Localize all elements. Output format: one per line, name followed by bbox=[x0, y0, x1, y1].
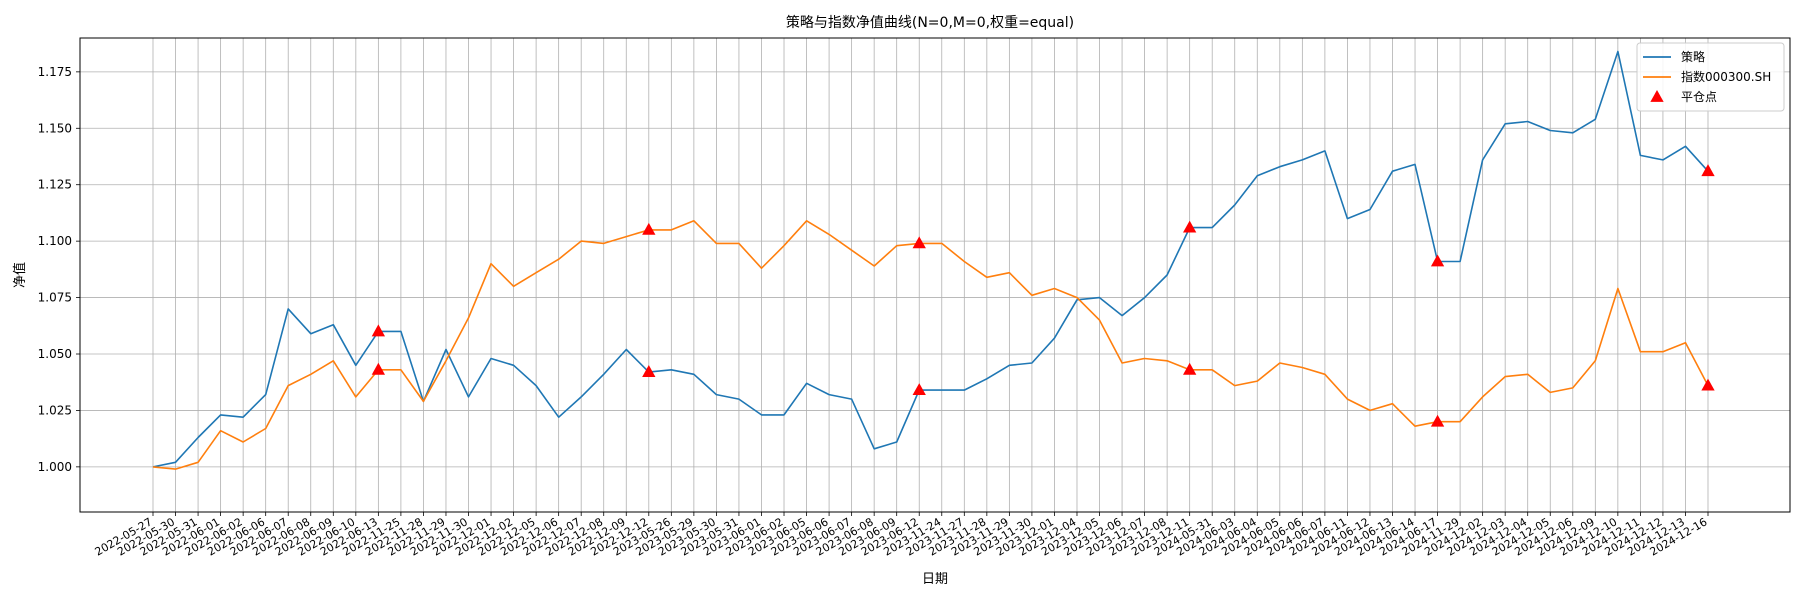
close-marker bbox=[1430, 254, 1445, 267]
y-axis-label: 净值 bbox=[12, 262, 28, 288]
y-tick-label: 1.025 bbox=[38, 403, 72, 417]
x-axis-label: 日期 bbox=[922, 572, 948, 587]
legend-label: 平仓点 bbox=[1681, 90, 1717, 104]
y-tick-label: 1.075 bbox=[38, 291, 72, 305]
close-marker bbox=[642, 222, 656, 235]
legend-box bbox=[1636, 42, 1785, 112]
close-marker bbox=[371, 362, 386, 375]
series-line-1 bbox=[152, 220, 1709, 470]
grid bbox=[80, 38, 1790, 512]
close-marker bbox=[1701, 378, 1715, 391]
x-axis-ticks: 2022-05-272022-05-302022-05-312022-06-01… bbox=[93, 512, 1710, 559]
close-marker bbox=[642, 365, 656, 377]
series-lines bbox=[152, 50, 1709, 470]
y-tick-label: 1.125 bbox=[38, 178, 72, 192]
series-line-0 bbox=[152, 50, 1709, 468]
close-marker bbox=[912, 236, 926, 249]
plot-frame bbox=[79, 37, 1791, 513]
legend-label: 策略 bbox=[1681, 49, 1705, 64]
y-tick-label: 1.000 bbox=[38, 460, 72, 474]
y-tick-label: 1.150 bbox=[38, 121, 72, 135]
legend-marker-swatch bbox=[1650, 90, 1664, 102]
close-markers bbox=[371, 164, 1715, 427]
close-marker bbox=[371, 324, 386, 337]
close-marker bbox=[912, 383, 926, 396]
chart-title: 策略与指数净值曲线(N=0,M=0,权重=equal) bbox=[786, 14, 1074, 31]
close-marker bbox=[1430, 414, 1445, 427]
y-tick-label: 1.100 bbox=[38, 234, 72, 248]
y-tick-label: 1.050 bbox=[38, 347, 72, 361]
close-marker bbox=[1183, 220, 1197, 233]
legend-label: 指数000300.SH bbox=[1681, 69, 1771, 84]
close-marker bbox=[1183, 362, 1197, 375]
y-axis-ticks: 1.000 1.025 1.050 1.075 1.100 1.125 1.150 1.175 bbox=[38, 65, 80, 474]
y-tick-label: 1.175 bbox=[38, 65, 72, 79]
close-marker bbox=[1701, 164, 1715, 177]
